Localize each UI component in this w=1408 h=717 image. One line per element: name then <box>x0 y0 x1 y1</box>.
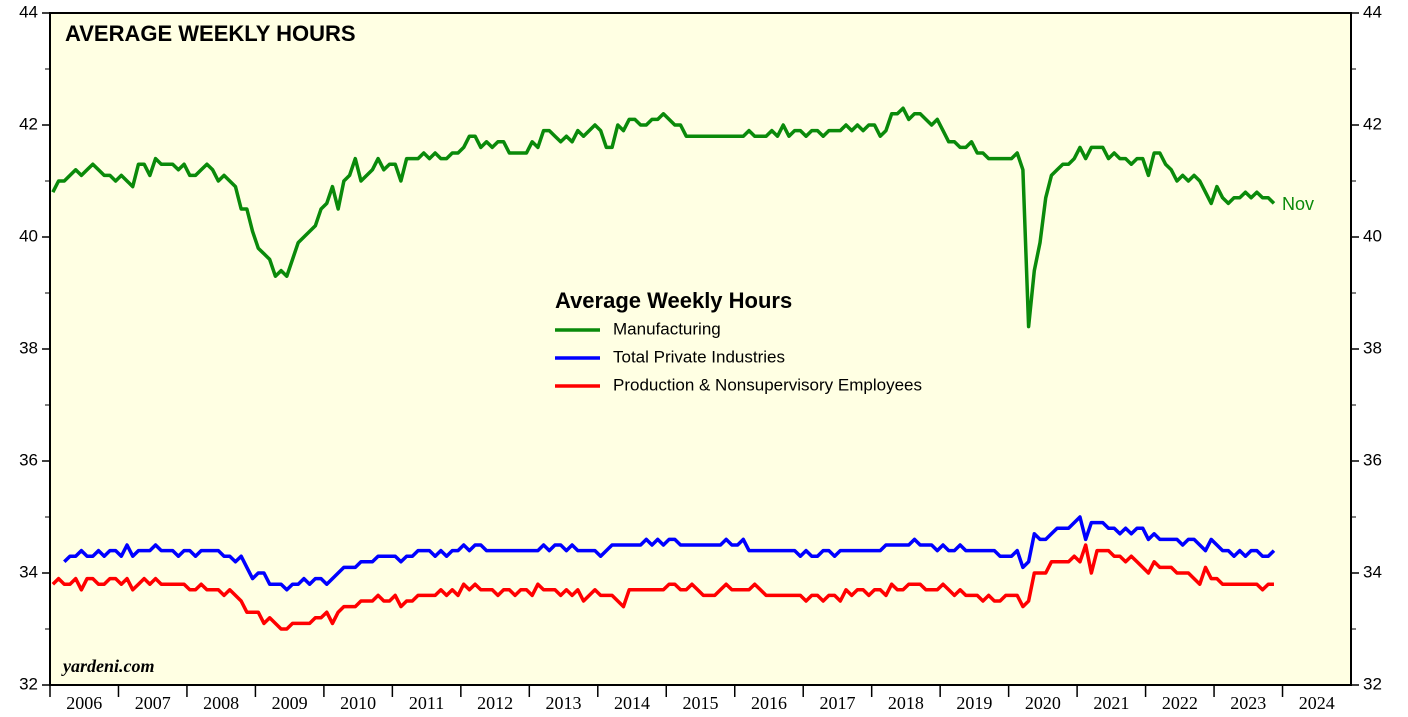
legend-label: Manufacturing <box>613 319 721 338</box>
x-tick-label: 2014 <box>614 693 650 713</box>
x-tick-label: 2011 <box>409 693 444 713</box>
x-tick-label: 2017 <box>819 693 855 713</box>
y-tick-label: 32 <box>19 674 38 693</box>
x-tick-label: 2007 <box>135 693 171 713</box>
x-tick-label: 2013 <box>546 693 582 713</box>
series-line <box>63 515 1276 592</box>
series-line <box>51 106 1276 329</box>
y2-tick-label: 44 <box>1363 2 1382 21</box>
y2-tick-label: 32 <box>1363 674 1382 693</box>
x-tick-label: 2019 <box>956 693 992 713</box>
y-tick-label: 36 <box>19 450 38 469</box>
y-tick-label: 44 <box>19 2 38 21</box>
chart-title: AVERAGE WEEKLY HOURS <box>65 21 356 46</box>
x-tick-label: 2022 <box>1162 693 1198 713</box>
x-tick-label: 2006 <box>66 693 102 713</box>
annotation: Nov <box>1282 194 1314 214</box>
x-tick-label: 2008 <box>203 693 239 713</box>
y-tick-label: 38 <box>19 338 38 357</box>
x-tick-label: 2010 <box>340 693 376 713</box>
y-tick-label: 40 <box>19 226 38 245</box>
source: yardeni.com <box>61 656 155 676</box>
legend-title: Average Weekly Hours <box>555 288 792 313</box>
x-tick-label: 2009 <box>272 693 308 713</box>
x-tick-label: 2020 <box>1025 693 1061 713</box>
x-tick-label: 2015 <box>683 693 719 713</box>
legend-label: Total Private Industries <box>613 347 785 366</box>
x-tick-label: 2012 <box>477 693 513 713</box>
x-tick-label: 2018 <box>888 693 924 713</box>
y2-tick-label: 34 <box>1363 562 1382 581</box>
y2-tick-label: 42 <box>1363 114 1382 133</box>
plot-area <box>49 12 1352 686</box>
series-line <box>51 543 1274 631</box>
x-tick-label: 2016 <box>751 693 787 713</box>
y2-tick-label: 40 <box>1363 226 1382 245</box>
y-tick-label: 34 <box>19 562 38 581</box>
x-tick-label: 2021 <box>1093 693 1129 713</box>
x-tick-label: 2023 <box>1230 693 1266 713</box>
legend-label: Production & Nonsupervisory Employees <box>613 375 922 394</box>
y2-tick-label: 38 <box>1363 338 1382 357</box>
x-tick-label: 2024 <box>1299 693 1335 713</box>
y2-tick-label: 36 <box>1363 450 1382 469</box>
y-tick-label: 42 <box>19 114 38 133</box>
